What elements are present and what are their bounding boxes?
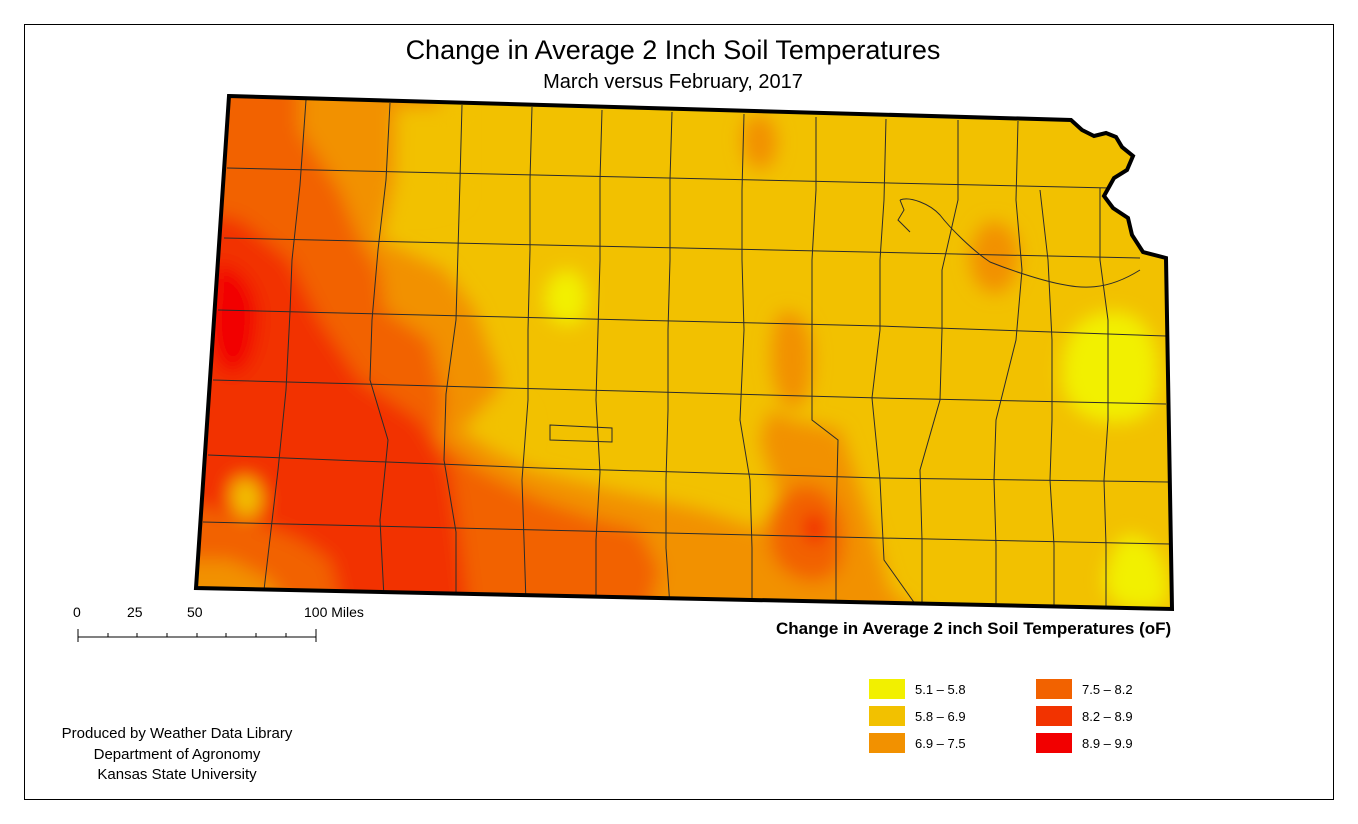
legend-label: 5.1 – 5.8 [915,681,966,697]
scale-label-100: 100 Miles [304,604,364,620]
legend-item: 5.1 – 5.8 [869,679,966,699]
kansas-outline [193,93,1175,612]
legend-swatch [869,706,905,726]
zone-central-yellow-strip [395,106,460,210]
legend-swatch [1036,733,1072,753]
map-frame [24,24,1334,800]
zone-south-red [805,514,824,543]
zone-west-yellow-bump [480,399,528,455]
zone-sw-dot-yellow [231,478,262,517]
legend-swatch [1036,706,1072,726]
legend-swatch [869,679,905,699]
scale-bar: 0 25 50 100 Miles [70,604,390,644]
legend-label: 6.9 – 7.5 [915,735,966,751]
zone-north-yellow-blob [544,270,588,325]
legend-item: 6.9 – 7.5 [869,733,966,753]
zone-central-orange [771,312,813,409]
credits: Produced by Weather Data Library Departm… [30,724,324,786]
map-subtitle: March versus February, 2017 [543,71,803,93]
legend-item: 8.2 – 8.9 [1036,706,1133,726]
credits-line: Produced by Weather Data Library [61,725,293,742]
temperature-zones [196,96,1172,609]
legend-label: 5.8 – 6.9 [915,708,966,724]
credits-line: Kansas State University [97,766,257,783]
legend-item: 5.8 – 6.9 [869,706,966,726]
scale-label-0: 0 [73,604,81,620]
legend-title: Change in Average 2 inch Soil Temperatur… [776,619,1172,638]
county-boundaries [202,99,1171,609]
zone-east-yellow-blob [1061,311,1159,423]
legend-item: 8.9 – 9.9 [1036,733,1133,753]
legend-label: 8.9 – 9.9 [1082,735,1133,751]
zone-west-red [208,264,259,374]
zone-se-yellow-blob [1104,534,1168,609]
scale-ruler [77,629,317,642]
legend-swatch [869,733,905,753]
legend-label: 8.2 – 8.9 [1082,708,1133,724]
map-title: Change in Average 2 Inch Soil Temperatur… [405,35,941,65]
legend-swatch [1036,679,1072,699]
legend-item: 7.5 – 8.2 [1036,679,1133,699]
scale-label-25: 25 [127,604,143,620]
credits-line: Department of Agronomy [93,745,261,763]
scale-label-50: 50 [187,604,203,620]
legend-label: 7.5 – 8.2 [1082,681,1133,697]
zone-east-dot-orange [970,221,1019,293]
zone-north-dot-orange [742,115,777,170]
